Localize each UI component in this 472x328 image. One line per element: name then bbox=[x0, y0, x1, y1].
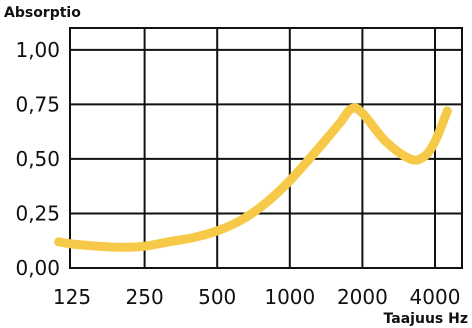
x-axis-label: Taajuus Hz bbox=[384, 311, 468, 327]
y-tick-label: 1,00 bbox=[15, 38, 60, 62]
chart-grid bbox=[70, 28, 462, 268]
x-tick-label: 125 bbox=[53, 285, 91, 309]
x-tick-label: 2000 bbox=[337, 285, 388, 309]
plot-frame bbox=[69, 27, 463, 269]
x-tick-label: 4000 bbox=[410, 285, 461, 309]
x-tick-label: 500 bbox=[198, 285, 236, 309]
y-axis-label: Absorptio bbox=[4, 5, 81, 21]
y-tick-label: 0,25 bbox=[15, 201, 60, 225]
x-tick-label: 1000 bbox=[264, 285, 315, 309]
x-tick-label: 250 bbox=[126, 285, 164, 309]
y-tick-labels: 0,00 0,25 0,50 0,75 1,00 bbox=[15, 38, 60, 280]
y-tick-label: 0,75 bbox=[15, 92, 60, 116]
series-layer bbox=[54, 103, 452, 252]
y-tick-label: 0,00 bbox=[15, 256, 60, 280]
x-tick-labels: 125 250 500 1000 2000 4000 bbox=[53, 285, 461, 309]
absorption-series-line bbox=[54, 103, 452, 252]
y-tick-label: 0,50 bbox=[15, 147, 60, 171]
